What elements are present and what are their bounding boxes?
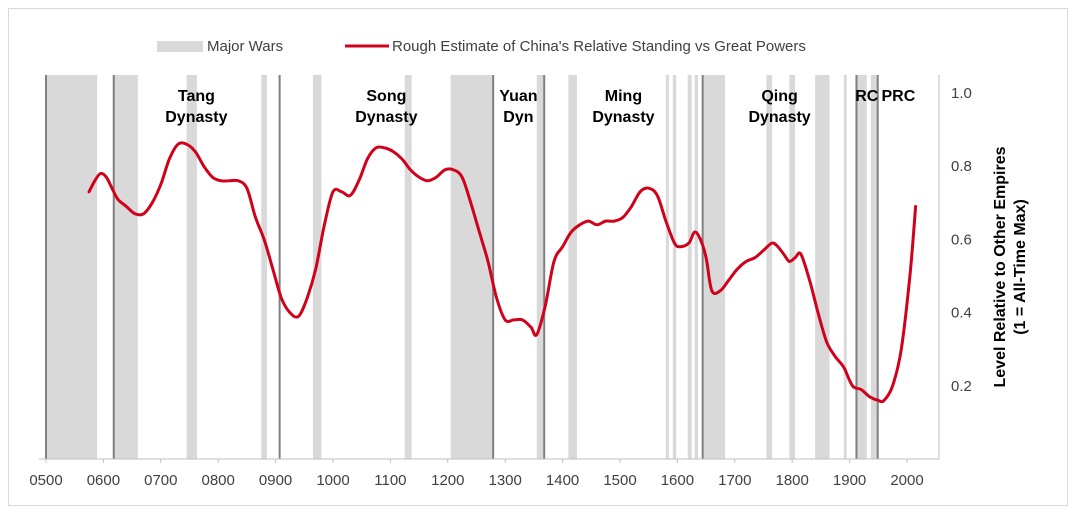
y-tick-label-0: 0.2 (951, 378, 972, 395)
war-band-17 (843, 75, 847, 459)
x-tick-label-6: 1100 (374, 472, 406, 489)
war-band-7 (536, 75, 545, 459)
x-tick-label-3: 0800 (202, 472, 235, 489)
y-tick-label-4: 1.0 (951, 85, 972, 102)
war-band-19 (870, 75, 878, 459)
war-band-12 (694, 75, 699, 459)
chart-frame: Major Wars Rough Estimate of China's Rel… (8, 8, 1068, 506)
dynasty-label-yuan: Yuan (499, 88, 537, 105)
dynasty-label2-qing: Dynasty (748, 109, 810, 126)
dynasty-label2-yuan: Dyn (503, 109, 533, 126)
series-layer (87, 141, 918, 404)
dynasty-label-qing: Qing (761, 88, 797, 105)
war-band-18 (855, 75, 867, 459)
war-band-3 (261, 75, 267, 459)
dynasty-label-song: Song (366, 88, 406, 105)
legend-line-label: Rough Estimate of China's Relative Stand… (392, 38, 806, 55)
war-band-14 (766, 75, 773, 459)
war-band-16 (815, 75, 830, 459)
x-ticks: 0500 0600 0700 0800 0900 1000 1100 1200 1300 1400… (29, 459, 924, 489)
legend: Major Wars Rough Estimate of China's Rel… (157, 38, 806, 55)
chart: Major Wars Rough Estimate of China's Rel… (29, 38, 1029, 489)
war-band-9 (665, 75, 669, 459)
x-tick-label-13: 1800 (776, 472, 809, 489)
x-tick-label-15: 2000 (890, 472, 923, 489)
dynasty-label-prc: PRC (881, 88, 915, 105)
x-tick-label-10: 1500 (603, 472, 636, 489)
x-tick-label-8: 1300 (489, 472, 522, 489)
y-tick-label-2: 0.6 (951, 231, 972, 248)
series-line-0 (87, 141, 918, 404)
wars-layer (46, 75, 878, 459)
war-band-13 (702, 75, 726, 459)
y-tick-label-3: 0.8 (951, 158, 972, 175)
x-tick-label-14: 1900 (833, 472, 866, 489)
x-tick-label-4: 0900 (259, 472, 292, 489)
y-tick-label-1: 0.4 (951, 305, 972, 322)
war-band-11 (687, 75, 692, 459)
legend-wars-swatch (157, 41, 203, 52)
dynasty-label2-ming: Dynasty (592, 109, 654, 126)
war-band-6 (450, 75, 494, 459)
y-axis-label-line2: (1 = All-Time Max) (1012, 199, 1029, 335)
war-band-2 (186, 75, 197, 459)
x-tick-label-0: 0500 (29, 472, 62, 489)
x-tick-label-11: 1600 (661, 472, 694, 489)
dynasty-label-tang: Tang (178, 88, 215, 105)
y-ticks: 0.2 0.4 0.6 0.8 1.0 (951, 85, 972, 395)
x-tick-label-5: 1000 (316, 472, 349, 489)
dynasty-label-rc: RC (855, 88, 879, 105)
dynasty-label-ming: Ming (605, 88, 642, 105)
x-tick-label-1: 0600 (87, 472, 120, 489)
war-band-1 (113, 75, 138, 459)
x-tick-label-9: 1400 (546, 472, 579, 489)
legend-wars-label: Major Wars (207, 38, 283, 55)
dynasty-labels: Tang Dynasty Song Dynasty Yuan Dyn Ming Dynasty… (165, 88, 915, 126)
war-band-0 (46, 75, 98, 459)
war-band-15 (789, 75, 796, 459)
war-band-8 (568, 75, 577, 459)
war-band-10 (672, 75, 677, 459)
dynasty-label2-song: Dynasty (355, 109, 417, 126)
dynasty-label2-tang: Dynasty (165, 109, 227, 126)
dynasty-dividers (45, 75, 879, 459)
y-axis-label: Level Relative to Other Empires (992, 146, 1009, 387)
x-tick-label-12: 1700 (718, 472, 751, 489)
x-tick-label-2: 0700 (144, 472, 177, 489)
x-tick-label-7: 1200 (431, 472, 464, 489)
war-band-5 (404, 75, 412, 459)
